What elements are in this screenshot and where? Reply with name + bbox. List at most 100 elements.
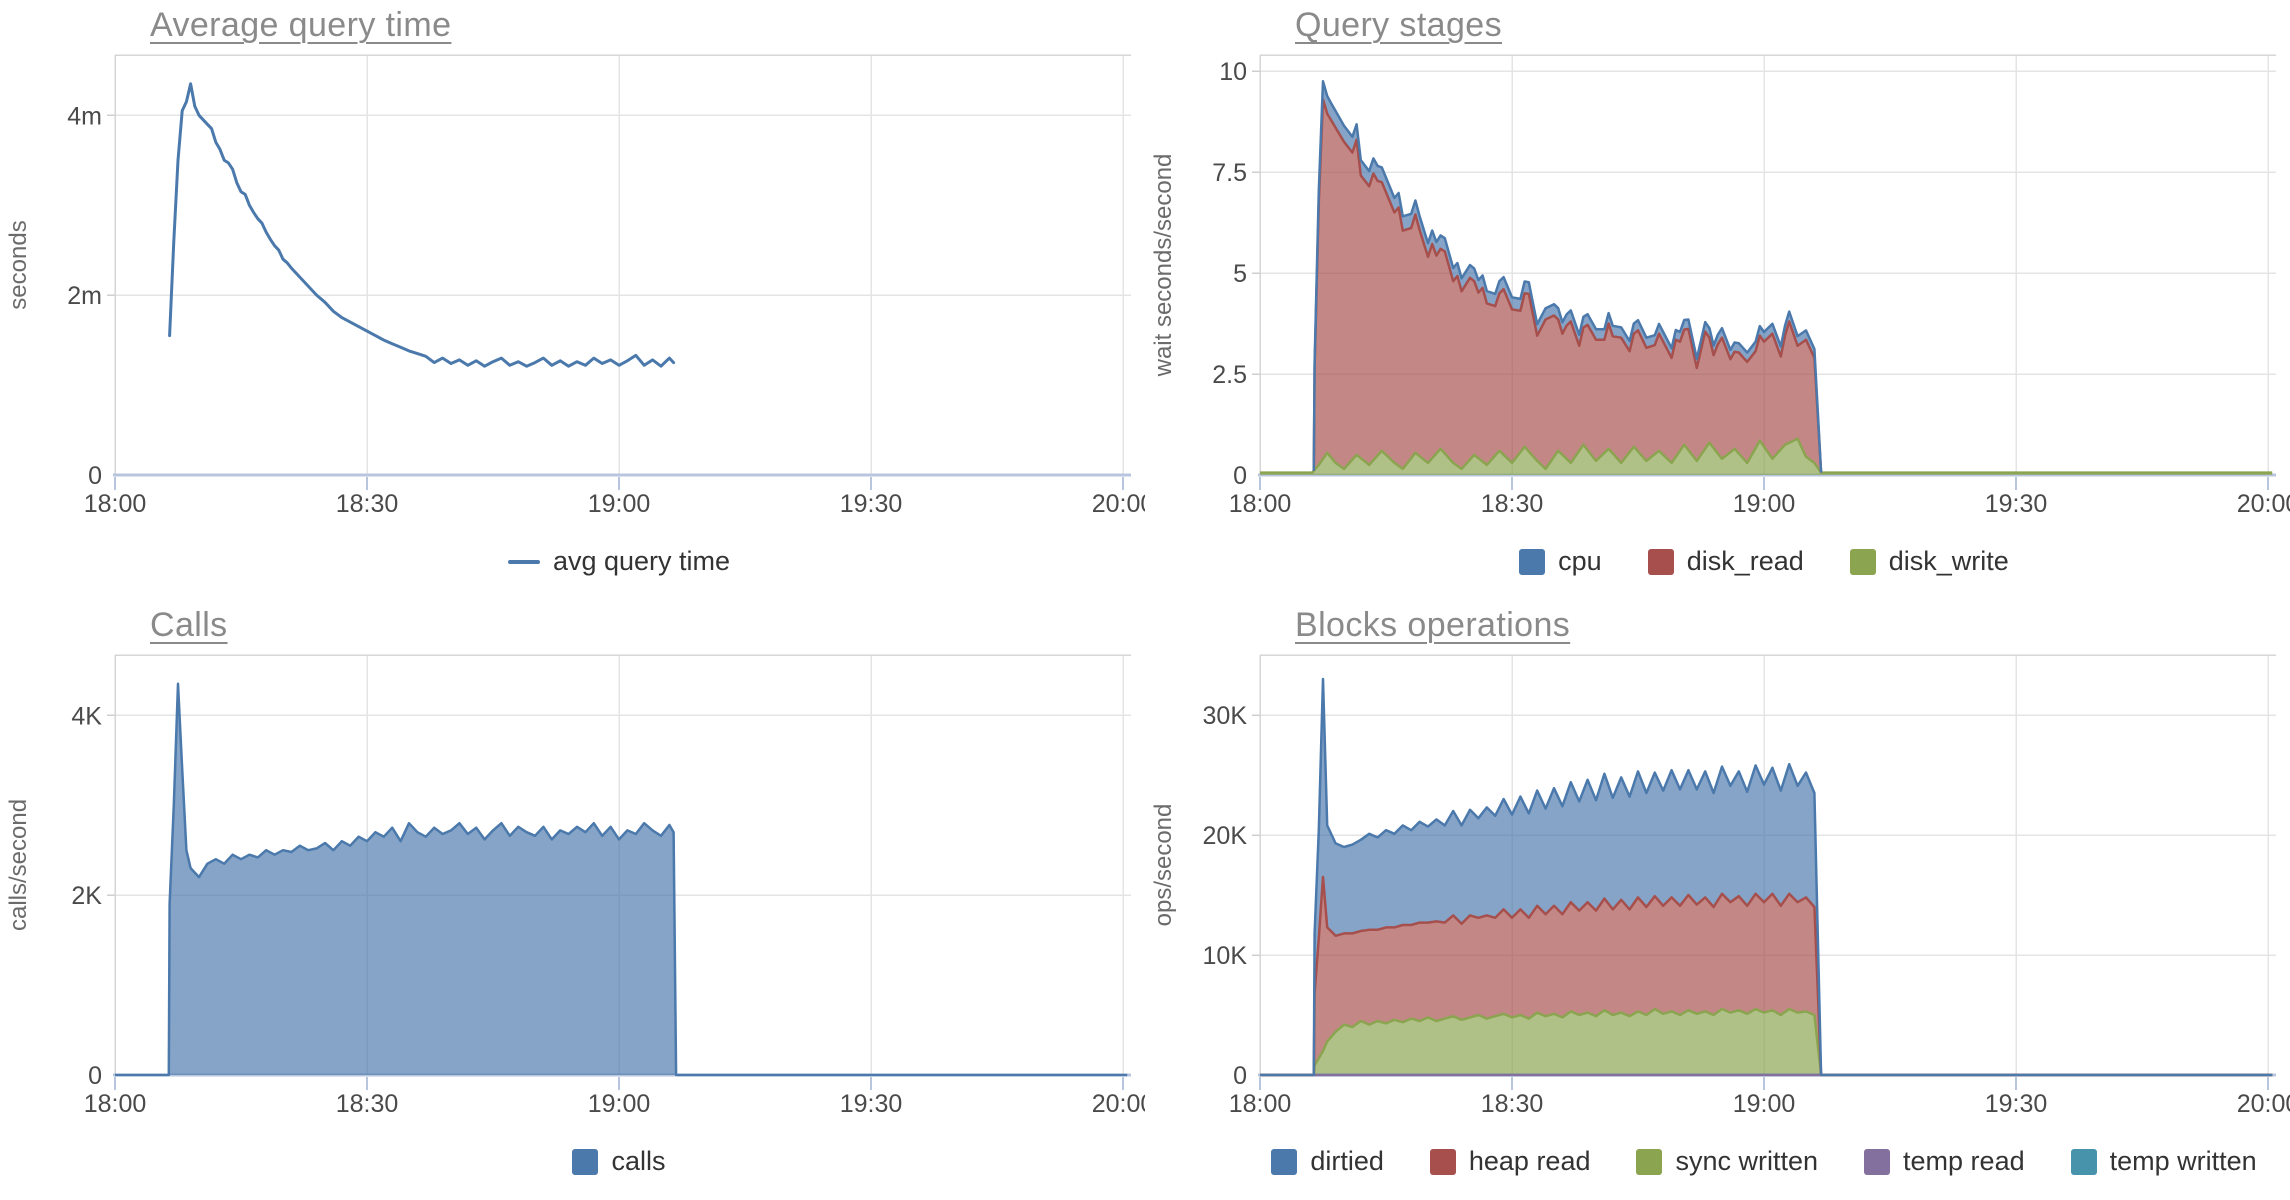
y-axis-title: ops/second xyxy=(1150,804,1177,927)
panel-calls: Calls 0 2K 4K 18:00 18:30 19:00 19:30 20:00 call… xyxy=(0,600,1145,1200)
legend-color-swatch xyxy=(1429,1148,1456,1175)
panel-blocks-operations: Blocks operations 0 10K 20K 30K 18:00 18:30 19… xyxy=(1145,600,2290,1200)
y-tick-label: 4K xyxy=(71,702,102,730)
legend-calls: calls xyxy=(115,1146,1123,1177)
x-tick-label: 18:00 xyxy=(1229,490,1292,518)
legend-item-calls[interactable]: calls xyxy=(572,1146,666,1177)
legend-label: sync written xyxy=(1675,1146,1819,1176)
y-tick-label: 2.5 xyxy=(1212,361,1247,389)
series-edge-disk_read xyxy=(1312,98,1823,473)
legend-label: temp read xyxy=(1903,1146,2025,1176)
y-tick-label: 0 xyxy=(88,1062,102,1090)
y-tick-label: 0 xyxy=(1233,462,1247,490)
y-tick-label: 20K xyxy=(1203,822,1248,850)
series-edge-calls xyxy=(115,682,1128,1077)
x-tick-label: 18:30 xyxy=(336,1090,399,1118)
y-axis-title: wait seconds/second xyxy=(1150,154,1177,378)
legend-query-stages: cpu disk_read disk_write xyxy=(1260,546,2268,577)
panel-query-stages: Query stages 0 2.5 5 7.5 10 18:00 18:30 19:00 19… xyxy=(1145,0,2290,600)
y-axis-title: calls/second xyxy=(5,799,32,931)
chart-title-average-query-time: Average query time xyxy=(150,6,452,44)
chart-title-query-stages: Query stages xyxy=(1295,6,1503,44)
x-tick-label: 18:00 xyxy=(1229,1090,1292,1118)
legend-item-disk-read[interactable]: disk_read xyxy=(1647,546,1804,577)
series-area-calls xyxy=(115,683,1128,1075)
series-edge-cpu xyxy=(1312,80,1823,473)
chart-canvas-calls[interactable]: 0 2K 4K 18:00 18:30 19:00 19:30 20:00 calls/seco… xyxy=(0,600,1145,1200)
y-tick-label: 0 xyxy=(1233,1062,1247,1090)
chart-canvas-average-query-time[interactable]: 0 2m 4m 18:00 18:30 19:00 19:30 20:00 seconds xyxy=(0,0,1145,600)
legend-color-swatch xyxy=(1271,1148,1298,1175)
legend-color-swatch xyxy=(1636,1148,1663,1175)
y-tick-label: 10K xyxy=(1203,942,1248,970)
legend-color-swatch xyxy=(1519,548,1546,575)
x-tick-label: 19:00 xyxy=(1733,490,1796,518)
legend-label: heap read xyxy=(1468,1146,1591,1176)
x-tick-label: 19:00 xyxy=(588,1090,651,1118)
legend-label: avg query time xyxy=(552,546,731,576)
legend-color-swatch xyxy=(1864,1148,1891,1175)
legend-color-swatch xyxy=(1849,548,1876,575)
x-tick-label: 19:30 xyxy=(1985,1090,2048,1118)
x-tick-label: 18:30 xyxy=(336,490,399,518)
series-area-disk_write xyxy=(1260,438,2273,475)
legend-label: dirtied xyxy=(1310,1146,1384,1176)
series-line-avg-query-time xyxy=(168,82,676,368)
legend-item-heap-read[interactable]: heap read xyxy=(1429,1146,1591,1177)
series-area-heap-read xyxy=(1260,877,2273,1075)
legend-item-temp-read[interactable]: temp read xyxy=(1864,1146,2025,1177)
y-axis-title: seconds xyxy=(5,220,32,309)
legend-item-cpu[interactable]: cpu xyxy=(1519,546,1602,577)
x-tick-label: 18:00 xyxy=(84,490,147,518)
chart-canvas-query-stages[interactable]: 0 2.5 5 7.5 10 18:00 18:30 19:00 19:30 20:00 wait … xyxy=(1145,0,2290,600)
legend-color-swatch xyxy=(2070,1148,2097,1175)
x-tick-label: 18:30 xyxy=(1481,490,1544,518)
series-edge-disk_write xyxy=(1260,437,2273,474)
legend-item-temp-written[interactable]: temp written xyxy=(2070,1146,2257,1177)
y-tick-label: 5 xyxy=(1233,260,1247,288)
x-tick-label: 19:30 xyxy=(840,490,903,518)
x-tick-label: 20:00 xyxy=(2237,1090,2290,1118)
legend-item-disk-write[interactable]: disk_write xyxy=(1849,546,2009,577)
chart-title-blocks-operations: Blocks operations xyxy=(1295,606,1571,644)
series-area-dirtied xyxy=(1260,679,2273,1075)
x-tick-label: 20:00 xyxy=(2237,490,2290,518)
x-tick-label: 19:00 xyxy=(588,490,651,518)
x-tick-label: 20:00 xyxy=(1092,490,1145,518)
legend-color-swatch xyxy=(1647,548,1674,575)
legend-line-marker xyxy=(507,559,540,564)
legend-label: disk_read xyxy=(1686,546,1804,576)
legend-label: calls xyxy=(611,1146,666,1176)
panel-average-query-time: Average query time 0 2m 4m 18:00 18:30 19:00 1… xyxy=(0,0,1145,600)
y-tick-label: 10 xyxy=(1219,58,1247,86)
x-tick-label: 19:00 xyxy=(1733,1090,1796,1118)
legend-label: disk_write xyxy=(1888,546,2009,576)
legend-color-swatch xyxy=(572,1148,599,1175)
y-tick-label: 2K xyxy=(71,882,102,910)
y-tick-label: 7.5 xyxy=(1212,159,1247,187)
legend-item-sync-written[interactable]: sync written xyxy=(1636,1146,1818,1177)
series-edge-sync-written xyxy=(1260,1007,2273,1077)
y-tick-label: 30K xyxy=(1203,702,1248,730)
series-area-sync-written xyxy=(1260,1009,2273,1075)
x-tick-label: 20:00 xyxy=(1092,1090,1145,1118)
y-tick-label: 0 xyxy=(88,462,102,490)
x-tick-label: 19:30 xyxy=(840,1090,903,1118)
legend-blocks-operations: dirtied heap read sync written temp read tem… xyxy=(1260,1146,2268,1177)
legend-item-avg-query-time[interactable]: avg query time xyxy=(507,546,731,577)
legend-average-query-time: avg query time xyxy=(115,546,1123,577)
legend-label: cpu xyxy=(1558,546,1602,576)
legend-label: temp written xyxy=(2109,1146,2257,1176)
series-edge-heap-read xyxy=(1260,875,2273,1077)
x-tick-label: 18:30 xyxy=(1481,1090,1544,1118)
chart-canvas-blocks-operations[interactable]: 0 10K 20K 30K 18:00 18:30 19:00 19:30 20:00 ops/s… xyxy=(1145,600,2290,1200)
y-tick-label: 2m xyxy=(67,282,102,310)
series-area-disk_read xyxy=(1260,99,2273,473)
chart-title-calls: Calls xyxy=(150,606,228,644)
y-tick-label: 4m xyxy=(67,102,102,130)
x-tick-label: 18:00 xyxy=(84,1090,147,1118)
x-tick-label: 19:30 xyxy=(1985,490,2048,518)
legend-item-dirtied[interactable]: dirtied xyxy=(1271,1146,1384,1177)
series-edge-dirtied xyxy=(1260,677,2273,1077)
